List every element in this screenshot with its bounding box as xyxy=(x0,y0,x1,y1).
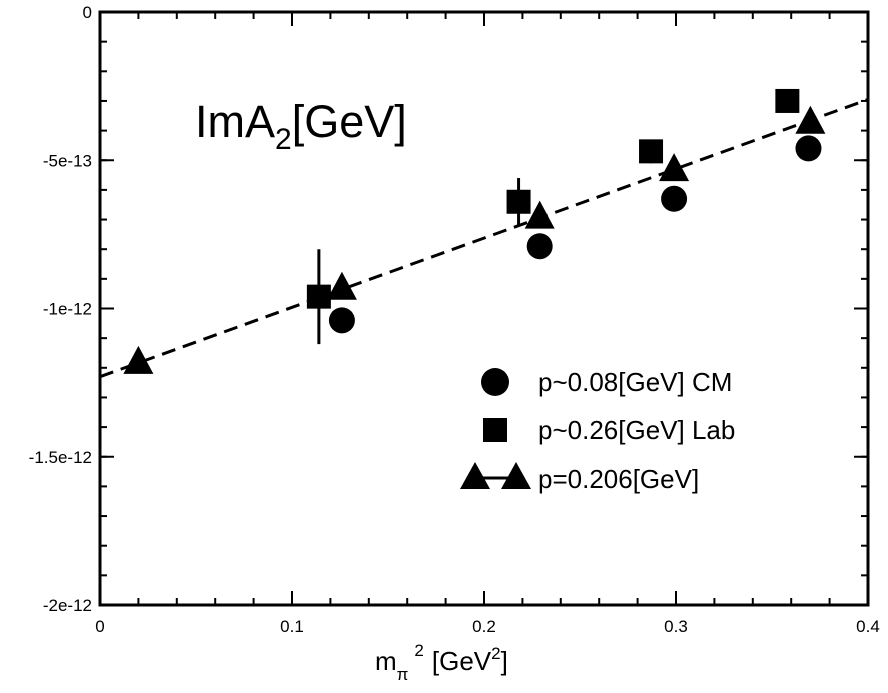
y-tick-label: -5e-13 xyxy=(43,151,92,170)
point-circle xyxy=(661,185,688,212)
data-marks xyxy=(123,88,826,374)
y-tick-label: -2e-12 xyxy=(43,596,92,615)
point-triangle xyxy=(524,200,555,229)
point-triangle xyxy=(659,153,690,182)
x-tick-label: 0.2 xyxy=(472,617,496,636)
point-square xyxy=(775,88,800,113)
chart-title: ImA2[GeV] xyxy=(195,96,407,156)
xlabel-main: m xyxy=(375,646,397,676)
point-square xyxy=(639,139,664,164)
point-triangle xyxy=(326,271,357,300)
title-sub: 2 xyxy=(275,123,292,156)
xlabel-unit-close: ] xyxy=(501,646,508,676)
legend-square-marker xyxy=(483,418,507,442)
point-square xyxy=(306,284,331,309)
tick-labels: 0 0.1 0.2 0.3 0.4 0 -5e-13 -1e-12 -1.5e-12 -2e-12 xyxy=(29,3,880,636)
legend-triangle-marker xyxy=(460,462,490,489)
y-tick-label: -1e-12 xyxy=(43,300,92,319)
title-unit: [GeV] xyxy=(292,96,407,147)
xlabel-unit-sup: 2 xyxy=(491,644,500,663)
axis-ticks xyxy=(99,11,869,606)
point-circle xyxy=(795,135,822,162)
point-triangle xyxy=(123,345,154,374)
x-tick-label: 0.1 xyxy=(280,617,304,636)
xlabel-sub: π xyxy=(397,665,409,684)
x-axis-label: mπ2 [GeV2] xyxy=(375,641,508,684)
legend-triangle-marker xyxy=(501,462,531,489)
legend: p~0.08[GeV] CM p~0.26[GeV] Lab p=0.206[G… xyxy=(460,367,735,494)
title-main: ImA xyxy=(195,96,275,147)
legend-label-triangle: p=0.206[GeV] xyxy=(538,464,699,494)
xlabel-sup: 2 xyxy=(414,641,423,660)
fit-line xyxy=(99,98,869,379)
y-tick-label: 0 xyxy=(83,3,92,22)
x-tick-label: 0.3 xyxy=(664,617,688,636)
xlabel-unit-open: [GeV xyxy=(432,646,492,676)
legend-label-square: p~0.26[GeV] Lab xyxy=(538,415,735,445)
point-circle xyxy=(526,233,553,260)
point-triangle xyxy=(795,105,826,134)
point-square xyxy=(506,189,531,214)
y-tick-label: -1.5e-12 xyxy=(29,448,92,467)
point-circle xyxy=(328,307,355,334)
x-tick-label: 0 xyxy=(95,617,104,636)
legend-circle-marker xyxy=(481,368,509,396)
x-tick-label: 0.4 xyxy=(856,617,880,636)
legend-label-circle: p~0.08[GeV] CM xyxy=(538,367,732,397)
